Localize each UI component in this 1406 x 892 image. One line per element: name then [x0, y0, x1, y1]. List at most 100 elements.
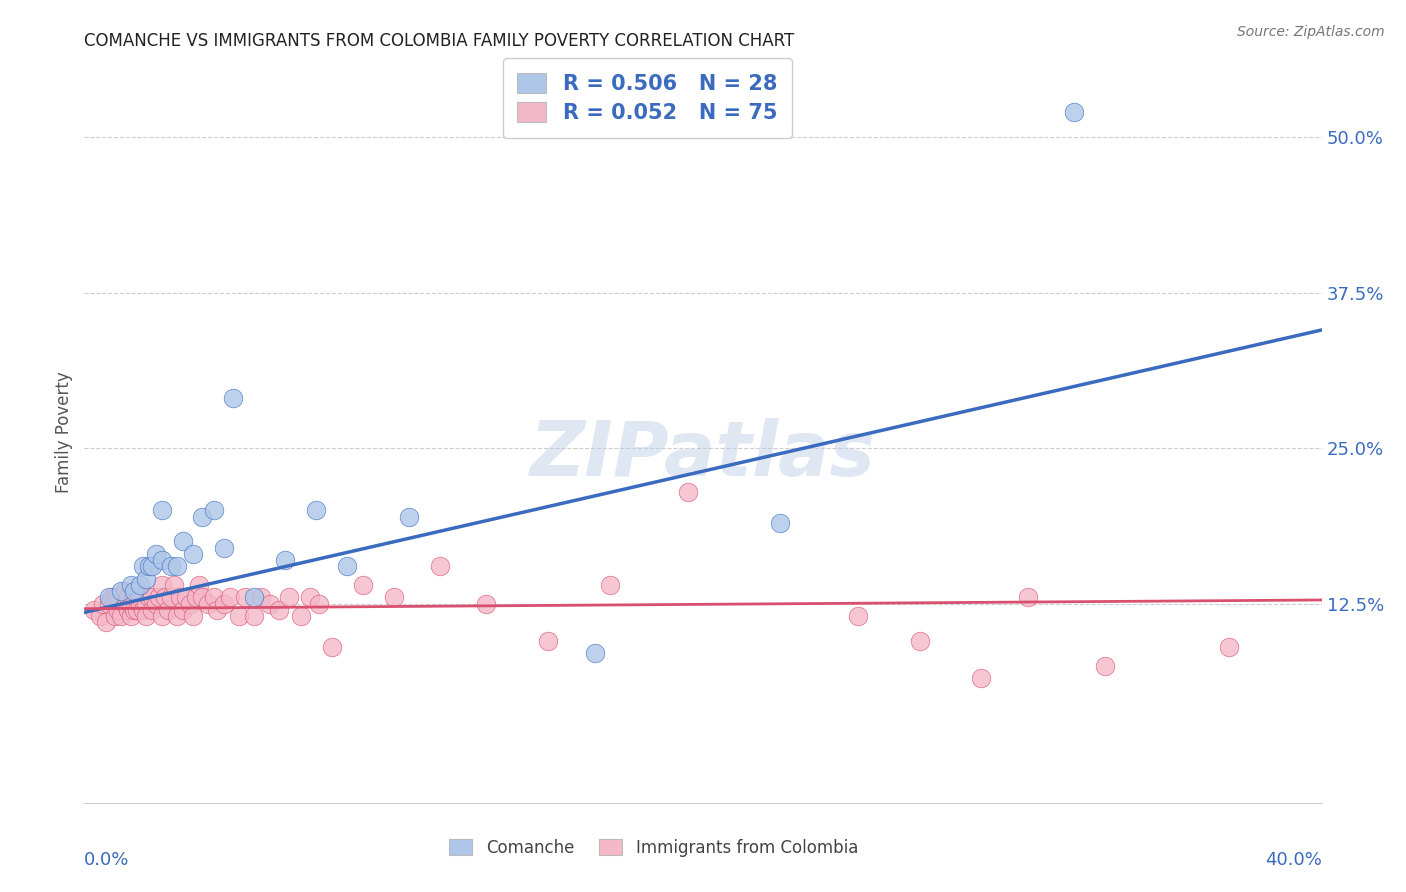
Point	[172, 603, 194, 617]
Point	[166, 559, 188, 574]
Point	[89, 609, 111, 624]
Point	[148, 591, 170, 605]
Point	[129, 578, 152, 592]
Point	[169, 591, 191, 605]
Point	[382, 591, 405, 605]
Point	[243, 591, 266, 605]
Point	[181, 609, 204, 624]
Point	[83, 603, 105, 617]
Point	[135, 609, 157, 624]
Point	[398, 509, 420, 524]
Point	[132, 559, 155, 574]
Text: ZIPatlas: ZIPatlas	[530, 417, 876, 491]
Point	[218, 591, 240, 605]
Point	[141, 591, 163, 605]
Point	[243, 609, 266, 624]
Point	[122, 584, 145, 599]
Point	[132, 603, 155, 617]
Point	[138, 591, 160, 605]
Point	[156, 603, 179, 617]
Point	[163, 578, 186, 592]
Legend: Comanche, Immigrants from Colombia: Comanche, Immigrants from Colombia	[437, 827, 870, 869]
Point	[290, 609, 312, 624]
Point	[120, 597, 142, 611]
Point	[269, 603, 291, 617]
Point	[117, 603, 139, 617]
Point	[125, 584, 148, 599]
Point	[107, 591, 129, 605]
Point	[274, 553, 297, 567]
Text: 0.0%: 0.0%	[84, 851, 129, 869]
Point	[110, 584, 132, 599]
Point	[537, 634, 560, 648]
Point	[129, 591, 152, 605]
Point	[166, 609, 188, 624]
Point	[91, 597, 114, 611]
Point	[846, 609, 869, 624]
Y-axis label: Family Poverty: Family Poverty	[55, 372, 73, 493]
Point	[228, 609, 250, 624]
Point	[94, 615, 117, 630]
Point	[138, 559, 160, 574]
Point	[191, 591, 214, 605]
Point	[145, 597, 167, 611]
Point	[321, 640, 343, 655]
Point	[207, 603, 229, 617]
Point	[769, 516, 792, 530]
Point	[125, 603, 148, 617]
Point	[114, 584, 136, 599]
Point	[181, 547, 204, 561]
Point	[114, 597, 136, 611]
Point	[150, 553, 173, 567]
Point	[129, 597, 152, 611]
Point	[1218, 640, 1240, 655]
Point	[141, 603, 163, 617]
Point	[145, 547, 167, 561]
Point	[212, 541, 235, 555]
Point	[122, 591, 145, 605]
Point	[150, 503, 173, 517]
Point	[135, 597, 157, 611]
Point	[308, 597, 330, 611]
Point	[475, 597, 498, 611]
Point	[583, 647, 606, 661]
Point	[299, 591, 322, 605]
Point	[187, 578, 209, 592]
Point	[259, 597, 281, 611]
Point	[277, 591, 299, 605]
Point	[676, 484, 699, 499]
Point	[222, 392, 245, 406]
Point	[197, 597, 219, 611]
Point	[104, 591, 127, 605]
Text: Source: ZipAtlas.com: Source: ZipAtlas.com	[1237, 25, 1385, 39]
Point	[120, 578, 142, 592]
Point	[1017, 591, 1039, 605]
Point	[135, 572, 157, 586]
Text: 40.0%: 40.0%	[1265, 851, 1322, 869]
Point	[110, 609, 132, 624]
Point	[176, 591, 198, 605]
Point	[233, 591, 256, 605]
Point	[160, 591, 183, 605]
Point	[429, 559, 451, 574]
Point	[249, 591, 271, 605]
Text: COMANCHE VS IMMIGRANTS FROM COLOMBIA FAMILY POVERTY CORRELATION CHART: COMANCHE VS IMMIGRANTS FROM COLOMBIA FAM…	[84, 32, 794, 50]
Point	[305, 503, 328, 517]
Point	[599, 578, 621, 592]
Point	[141, 559, 163, 574]
Point	[908, 634, 931, 648]
Point	[352, 578, 374, 592]
Point	[98, 597, 121, 611]
Point	[1063, 105, 1085, 120]
Point	[150, 578, 173, 592]
Point	[1094, 659, 1116, 673]
Point	[104, 609, 127, 624]
Point	[184, 591, 207, 605]
Point	[120, 609, 142, 624]
Point	[336, 559, 359, 574]
Point	[191, 509, 214, 524]
Point	[160, 559, 183, 574]
Point	[107, 603, 129, 617]
Point	[202, 591, 225, 605]
Point	[150, 609, 173, 624]
